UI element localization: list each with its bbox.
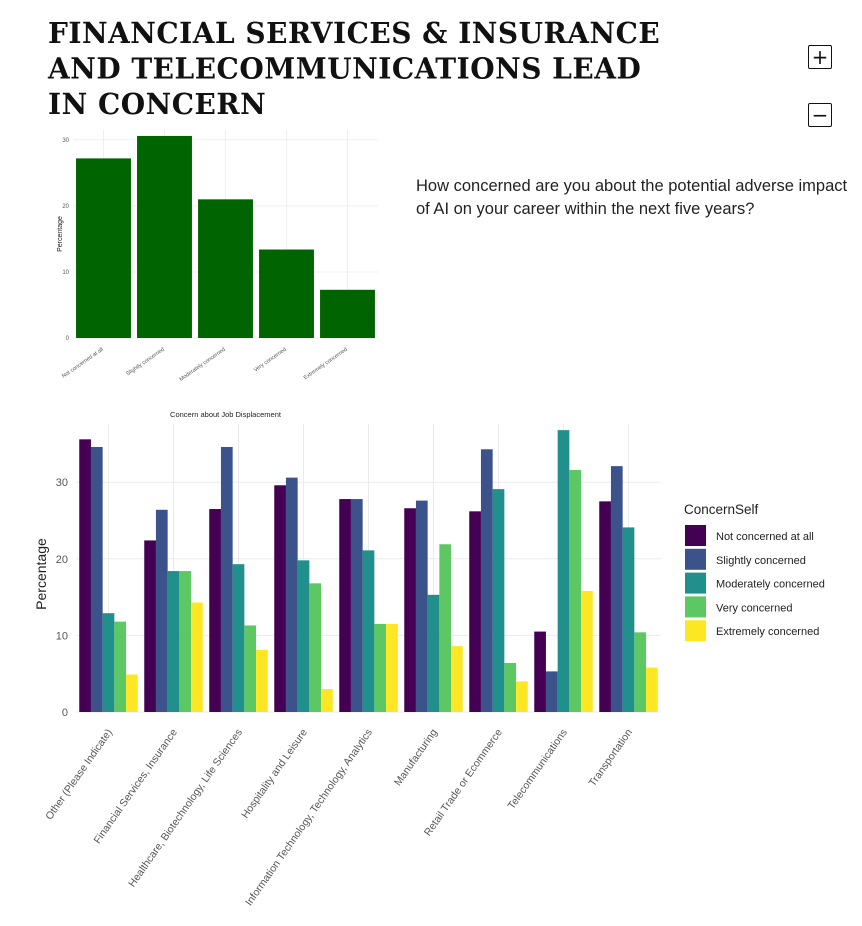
bar <box>90 446 103 712</box>
bar <box>209 509 221 712</box>
legend-label: Very concerned <box>716 602 792 614</box>
zoom-out-button[interactable]: − <box>808 103 832 127</box>
page-title: FINANCIAL SERVICES & INSURANCE AND TELEC… <box>48 15 661 122</box>
bar <box>610 466 623 712</box>
bar <box>155 509 168 712</box>
bar <box>114 621 127 712</box>
legend-swatch <box>685 525 706 546</box>
bar <box>415 500 428 712</box>
y-tick-label: 0 <box>62 707 68 719</box>
legend-label: Extremely concerned <box>716 626 819 638</box>
plus-icon: + <box>811 45 829 69</box>
legend-label: Slightly concerned <box>716 555 806 567</box>
bar <box>220 446 233 712</box>
bar <box>374 623 387 712</box>
x-tick-label: Healthcare, Biotechnology, Life Sciences <box>126 727 245 890</box>
bar <box>274 485 286 712</box>
bar <box>622 527 635 712</box>
x-tick-label: Retail Trade or Ecommerce <box>422 727 505 839</box>
legend-swatch <box>685 572 706 594</box>
y-tick-label: 30 <box>56 477 68 489</box>
zoom-in-button[interactable]: + <box>808 45 832 69</box>
bar <box>386 623 398 712</box>
bar <box>297 560 310 712</box>
bar <box>126 674 138 712</box>
bar <box>646 667 658 712</box>
y-tick-label: 20 <box>56 554 68 566</box>
bar <box>581 590 593 712</box>
y-axis-label: Percentage <box>57 216 64 252</box>
legend-swatch <box>685 596 706 618</box>
bar <box>256 649 268 712</box>
bar <box>350 499 363 712</box>
bar <box>76 158 131 338</box>
bar <box>259 249 314 338</box>
x-tick-label: Hospitality and Leisure <box>239 727 310 821</box>
bar <box>404 508 416 712</box>
legend-label: Moderately concerned <box>716 579 825 591</box>
bar <box>309 583 322 712</box>
bar <box>557 430 570 712</box>
y-tick-label: 30 <box>62 138 69 144</box>
bar <box>320 289 375 338</box>
x-tick-label: Information Technology, Technology, Anal… <box>243 727 375 908</box>
y-tick-label: 10 <box>62 270 69 276</box>
bar <box>427 594 440 712</box>
legend-swatch <box>685 548 706 570</box>
bar <box>545 671 558 712</box>
y-tick-label: 0 <box>66 336 70 342</box>
bar <box>285 477 298 712</box>
bar <box>232 564 245 712</box>
bar <box>599 501 611 712</box>
bar <box>469 511 481 712</box>
bar <box>634 632 647 712</box>
x-tick-label: Transportation <box>587 727 636 789</box>
bar <box>516 681 528 712</box>
y-tick-label: 20 <box>62 204 69 210</box>
bar <box>504 662 517 712</box>
bar <box>321 689 333 712</box>
bar <box>480 449 493 712</box>
y-axis-label: Percentage <box>33 538 49 610</box>
bar <box>79 439 91 712</box>
bar <box>137 135 192 338</box>
bar <box>569 469 582 712</box>
bar <box>167 571 180 712</box>
y-tick-label: 10 <box>56 630 68 642</box>
x-tick-label: Telecommunications <box>506 727 570 812</box>
bar <box>179 571 192 712</box>
x-axis-label: Concern about Job Displacement <box>170 410 282 419</box>
bar <box>339 499 351 712</box>
bar <box>144 540 156 712</box>
bar <box>451 646 463 712</box>
bar <box>492 489 505 712</box>
bar <box>191 602 203 712</box>
legend-label: Not concerned at all <box>716 531 814 543</box>
bar <box>198 199 253 338</box>
survey-question: How concerned are you about the potentia… <box>416 177 848 218</box>
bar <box>534 631 546 712</box>
legend-swatch <box>685 620 706 642</box>
x-tick-label: Other (Please Indicate) <box>43 727 115 822</box>
bar <box>102 613 115 712</box>
bar <box>362 550 375 712</box>
legend-title: ConcernSelf <box>684 502 759 517</box>
minus-icon: − <box>811 103 829 127</box>
bar <box>244 625 257 712</box>
x-tick-label: Manufacturing <box>392 727 440 789</box>
bar <box>439 544 452 712</box>
